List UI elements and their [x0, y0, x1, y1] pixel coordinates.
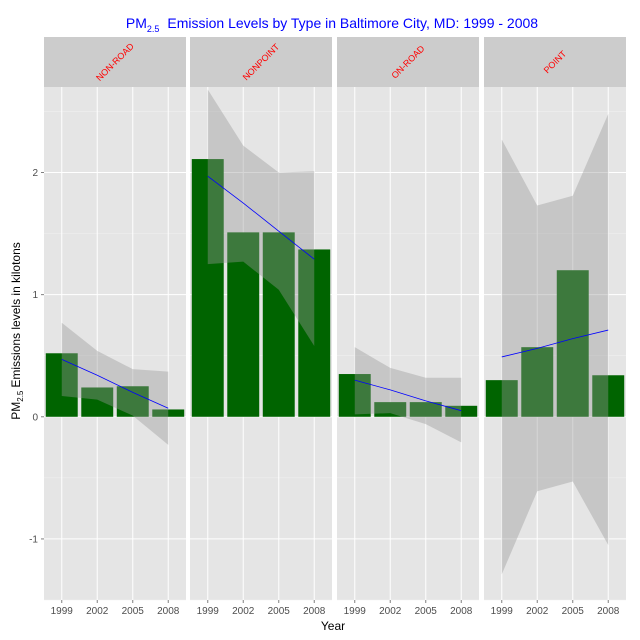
bar-nonpoint-2008 — [298, 249, 331, 417]
x-tick-label: 2005 — [268, 606, 291, 617]
bar-non-road-2002 — [81, 387, 114, 417]
chart-title-subscript: 2.5 — [147, 24, 160, 34]
y-tick-label: 0 — [32, 412, 38, 423]
trend-line — [501, 329, 609, 358]
x-tick-label: 2002 — [86, 606, 109, 617]
y-axis-title: PM2.5 Emissions levels in kilotons — [9, 242, 25, 420]
trend-confidence-band — [207, 89, 315, 346]
bar-nonpoint-1999 — [191, 159, 224, 417]
trend-line — [61, 359, 169, 409]
facet-strip — [484, 37, 626, 87]
x-tick-label: 2008 — [157, 606, 180, 617]
x-tick-label: 2002 — [232, 606, 255, 617]
y-tick-label: 2 — [32, 168, 38, 179]
x-tick-label: 1999 — [51, 606, 74, 617]
bar-on-road-2008 — [445, 405, 478, 417]
x-tick-label: 1999 — [344, 606, 367, 617]
x-tick-label: 2005 — [122, 606, 145, 617]
x-tick-label: 2008 — [597, 606, 620, 617]
y-tick-label: 1 — [32, 290, 38, 301]
chart-title-suffix: Emission Levels by Type in Baltimore Cit… — [167, 15, 538, 31]
x-tick-label: 1999 — [197, 606, 220, 617]
bar-on-road-2005 — [409, 402, 442, 417]
bar-point-2008 — [592, 375, 625, 417]
y-axis-title-subscript: 2.5 — [16, 390, 25, 402]
bar-point-1999 — [485, 380, 518, 417]
chart-title-prefix: PM — [126, 15, 147, 31]
y-tick-label: -1 — [29, 534, 38, 545]
bar-non-road-2005 — [116, 386, 149, 417]
bar-on-road-1999 — [338, 374, 371, 417]
bar-nonpoint-2005 — [262, 232, 295, 417]
chart-title: PM2.5 Emission Levels by Type in Baltimor… — [126, 15, 538, 34]
trend-line — [354, 379, 462, 412]
bar-point-2005 — [556, 270, 589, 417]
trend-line — [207, 175, 315, 260]
bar-nonpoint-2002 — [227, 232, 260, 417]
facet-strip — [44, 37, 186, 87]
x-tick-label: 2008 — [303, 606, 326, 617]
bar-non-road-2008 — [152, 409, 185, 417]
trend-confidence-band — [501, 113, 609, 575]
x-axis-title: Year — [321, 619, 345, 633]
x-tick-label: 2008 — [450, 606, 473, 617]
panel-background — [337, 87, 479, 600]
facet-strip — [337, 37, 479, 87]
x-tick-label: 2002 — [526, 606, 549, 617]
trend-confidence-band — [354, 347, 462, 443]
x-tick-label: 2005 — [415, 606, 438, 617]
facet-strip — [190, 37, 332, 87]
bar-point-2002 — [521, 347, 554, 417]
y-axis: -1 0 1 2 — [29, 168, 44, 545]
bar-on-road-2002 — [374, 402, 407, 417]
y-axis-title-prefix: PM — [9, 402, 23, 420]
x-tick-label: 1999 — [491, 606, 514, 617]
x-tick-label: 2002 — [379, 606, 402, 617]
y-axis-title-suffix: Emissions levels in kilotons — [9, 242, 23, 387]
x-tick-label: 2005 — [562, 606, 585, 617]
